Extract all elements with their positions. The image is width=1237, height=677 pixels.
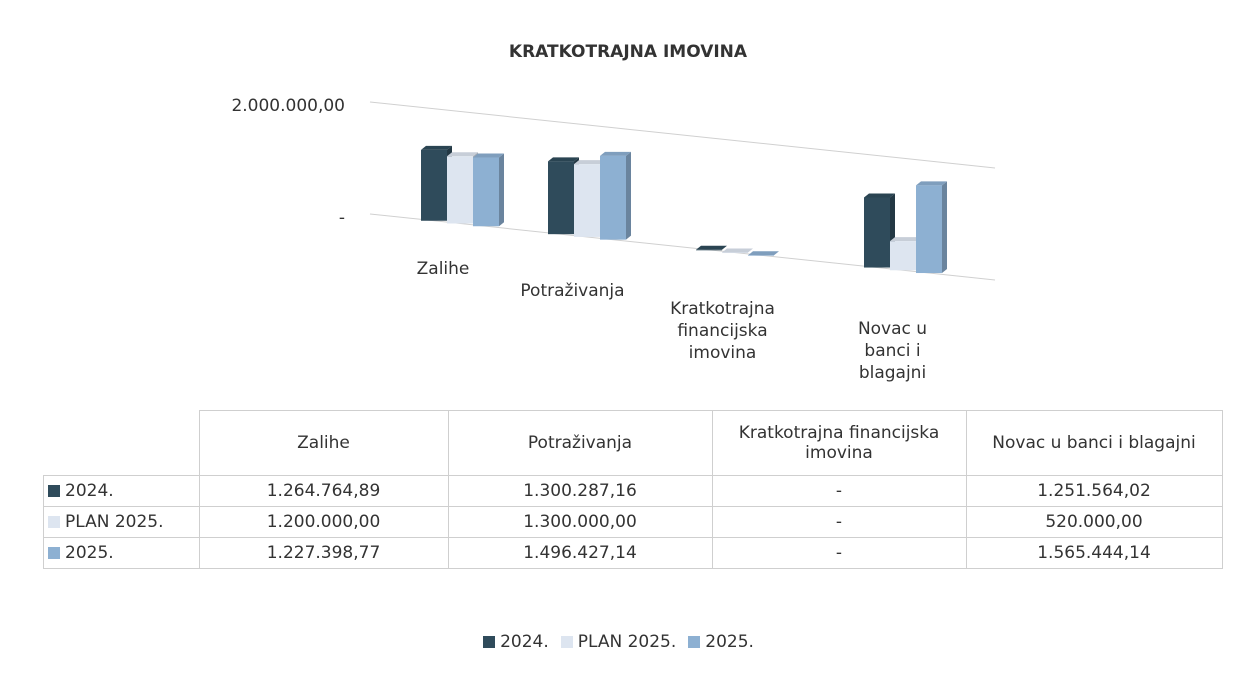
bar (748, 251, 779, 256)
table-cell: 1.300.000,00 (447, 505, 713, 538)
table-header: Zalihe (198, 410, 449, 476)
chart-title: KRATKOTRAJNA IMOVINA (509, 42, 748, 62)
table-cell: 1.200.000,00 (198, 505, 449, 538)
table-cell: 1.565.444,14 (965, 536, 1223, 569)
legend-label: 2025. (705, 632, 754, 652)
table-cell: 1.496.427,14 (447, 536, 713, 569)
table-header-row: Zalihe Potraživanja Kratkotrajna financijs… (43, 410, 1223, 476)
legend-swatch (48, 484, 60, 497)
legend-label: PLAN 2025. (577, 632, 677, 652)
y-tick-label: 2.000.000,00 (231, 96, 345, 116)
row-header: PLAN 2025. (43, 505, 200, 538)
bar (447, 152, 478, 224)
table-row: PLAN 2025. 1.200.000,00 1.300.000,00-520.0… (43, 505, 1223, 538)
bar (890, 237, 921, 271)
table-cell: 1.227.398,77 (198, 536, 449, 569)
row-header: 2024. (43, 474, 200, 507)
x-tick-label: Kratkotrajna financijska imovina (670, 299, 775, 363)
table-header: Kratkotrajna financijska imovina (711, 410, 967, 476)
legend-swatch (48, 515, 60, 528)
table-corner (43, 410, 200, 476)
y-tick-label: - (339, 208, 345, 228)
table-cell: - (711, 536, 967, 569)
table-header: Novac u banci i blagajni (965, 410, 1223, 476)
table-cell: - (711, 474, 967, 507)
bar (916, 181, 947, 274)
legend-item: 2025. (688, 632, 754, 652)
legend-item: 2024. (483, 632, 549, 652)
table-row: 2024. 1.264.764,89 1.300.287,16-1.251.564,… (43, 474, 1223, 507)
table-cell: 1.264.764,89 (198, 474, 449, 507)
legend-swatch (483, 636, 496, 648)
table-row: 2025. 1.227.398,77 1.496.427,14-1.565.444,… (43, 536, 1223, 569)
bar (600, 151, 631, 240)
x-tick-label: Novac u banci i blagajni (857, 319, 928, 383)
x-tick-label: Zalihe (416, 259, 470, 279)
legend-label: 2024. (500, 632, 549, 652)
bar (722, 248, 753, 254)
x-tick-label: Potraživanja (520, 281, 625, 301)
data-table: Zalihe Potraživanja Kratkotrajna financijs… (43, 410, 1223, 569)
table-cell: 520.000,00 (965, 505, 1223, 538)
bar (473, 153, 504, 227)
legend-item: PLAN 2025. (560, 632, 677, 652)
table-cell: - (711, 505, 967, 538)
legend-swatch (688, 636, 701, 648)
series-name: PLAN 2025. (65, 511, 164, 532)
row-header: 2025. (43, 536, 200, 569)
series-name: 2024. (65, 480, 114, 501)
table-cell: 1.300.287,16 (447, 474, 713, 507)
bar (696, 245, 727, 251)
legend: 2024. PLAN 2025. 2025. (0, 632, 1237, 652)
grid-line (369, 101, 996, 169)
legend-swatch (560, 636, 573, 648)
table-cell: 1.251.564,02 (965, 474, 1223, 507)
legend-swatch (48, 546, 60, 559)
table-header: Potraživanja (447, 410, 713, 476)
series-name: 2025. (65, 542, 114, 563)
